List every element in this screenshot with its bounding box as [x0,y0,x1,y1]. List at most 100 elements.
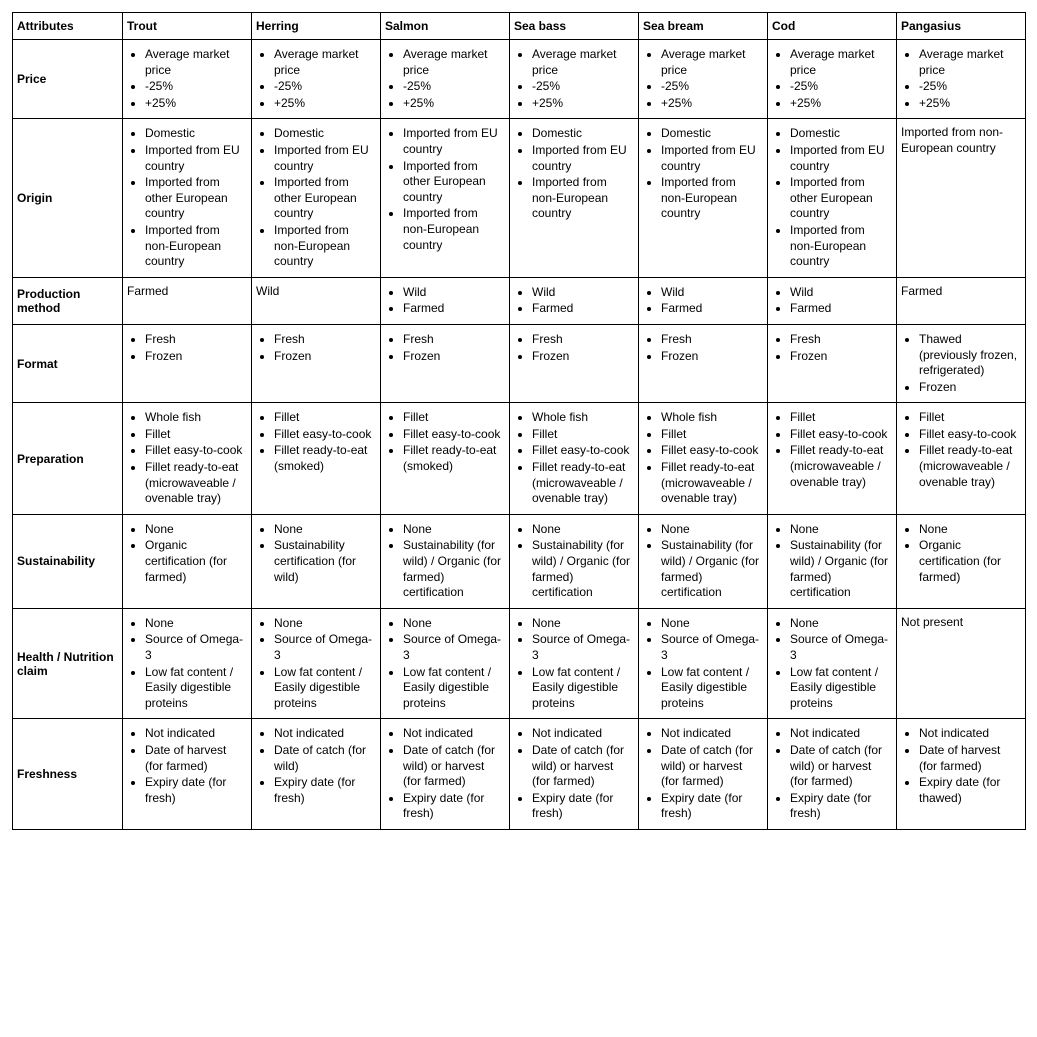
header-fish: Cod [768,13,897,40]
attribute-label: Preparation [13,403,123,515]
table-cell: NoneSustainability (for wild) / Organic … [768,514,897,608]
table-cell: Not indicatedDate of harvest (for farmed… [123,719,252,830]
attribute-label: Format [13,324,123,402]
list-item: Expiry date (for fresh) [274,775,376,806]
header-fish: Trout [123,13,252,40]
list-item: Fillet [274,410,376,426]
list-item: Average market price [145,47,247,78]
attribute-label: Freshness [13,719,123,830]
list-item: Fillet ready-to-eat (microwaveable / ove… [919,443,1021,490]
list-item: Imported from other European country [274,175,376,222]
list-item: -25% [403,79,505,95]
list-item: Average market price [661,47,763,78]
list-item: Whole fish [661,410,763,426]
list-item: Not indicated [532,726,634,742]
cell-list: WildFarmed [643,285,763,317]
list-item: Fresh [661,332,763,348]
table-cell: NoneSource of Omega-3Low fat content / E… [639,608,768,719]
table-cell: DomesticImported from EU countryImported… [510,119,639,277]
list-item: Not indicated [661,726,763,742]
table-cell: FilletFillet easy-to-cookFillet ready-to… [252,403,381,515]
list-item: Organic certification (for farmed) [919,538,1021,585]
table-cell: Imported from non-European country [897,119,1026,277]
cell-list: FreshFrozen [772,332,892,364]
table-row: SustainabilityNoneOrganic certification … [13,514,1026,608]
list-item: Fillet easy-to-cook [661,443,763,459]
list-item: Fresh [145,332,247,348]
list-item: Farmed [661,301,763,317]
cell-list: NoneSource of Omega-3Low fat content / E… [643,616,763,712]
table-cell: Imported from EU countryImported from ot… [381,119,510,277]
list-item: Low fat content / Easily digestible prot… [790,665,892,712]
list-item: Farmed [532,301,634,317]
cell-list: FreshFrozen [514,332,634,364]
list-item: None [274,616,376,632]
cell-text: Imported from non-European country [901,125,1003,155]
list-item: Source of Omega-3 [403,632,505,663]
list-item: Thawed (previously frozen, refrigerated) [919,332,1021,379]
cell-list: FreshFrozen [256,332,376,364]
table-cell: NoneSource of Omega-3Low fat content / E… [123,608,252,719]
list-item: Sustainability (for wild) / Organic (for… [532,538,634,600]
list-item: Fillet ready-to-eat (microwaveable / ove… [532,460,634,507]
list-item: None [145,522,247,538]
list-item: +25% [403,96,505,112]
cell-list: NoneSustainability certification (for wi… [256,522,376,585]
table-cell: NoneSource of Omega-3Low fat content / E… [381,608,510,719]
cell-list: NoneSource of Omega-3Low fat content / E… [514,616,634,712]
list-item: Low fat content / Easily digestible prot… [532,665,634,712]
table-cell: NoneOrganic certification (for farmed) [123,514,252,608]
list-item: Expiry date (for fresh) [661,791,763,822]
cell-list: FreshFrozen [127,332,247,364]
list-item: -25% [661,79,763,95]
list-item: Fillet easy-to-cook [145,443,247,459]
list-item: Frozen [145,349,247,365]
list-item: Expiry date (for fresh) [145,775,247,806]
list-item: Expiry date (for fresh) [403,791,505,822]
list-item: Source of Omega-3 [790,632,892,663]
list-item: Date of catch (for wild) or harvest (for… [532,743,634,790]
table-cell: NoneSource of Omega-3Low fat content / E… [768,608,897,719]
list-item: Wild [403,285,505,301]
table-cell: NoneSource of Omega-3Low fat content / E… [252,608,381,719]
cell-list: Average market price-25%+25% [514,47,634,111]
list-item: Date of catch (for wild) or harvest (for… [661,743,763,790]
list-item: -25% [919,79,1021,95]
table-cell: Not indicatedDate of catch (for wild)Exp… [252,719,381,830]
list-item: Source of Omega-3 [532,632,634,663]
list-item: None [790,522,892,538]
cell-list: DomesticImported from EU countryImported… [127,126,247,269]
attribute-label: Sustainability [13,514,123,608]
table-cell: Farmed [897,277,1026,324]
cell-text: Farmed [901,284,942,298]
cell-list: Imported from EU countryImported from ot… [385,126,505,253]
list-item: Fillet [532,427,634,443]
list-item: Fillet [919,410,1021,426]
list-item: Imported from other European country [145,175,247,222]
list-item: Fillet easy-to-cook [274,427,376,443]
list-item: Imported from EU country [790,143,892,174]
cell-list: Not indicatedDate of catch (for wild) or… [514,726,634,822]
header-fish: Sea bream [639,13,768,40]
cell-list: FilletFillet easy-to-cookFillet ready-to… [772,410,892,490]
list-item: Fillet easy-to-cook [532,443,634,459]
list-item: Wild [532,285,634,301]
cell-list: DomesticImported from EU countryImported… [643,126,763,222]
table-cell: Average market price-25%+25% [639,40,768,119]
list-item: Fillet [790,410,892,426]
list-item: +25% [532,96,634,112]
attribute-label: Origin [13,119,123,277]
list-item: Fresh [532,332,634,348]
list-item: Fillet easy-to-cook [790,427,892,443]
list-item: Domestic [274,126,376,142]
list-item: Low fat content / Easily digestible prot… [403,665,505,712]
list-item: Not indicated [403,726,505,742]
attribute-label: Production method [13,277,123,324]
cell-list: Whole fishFilletFillet easy-to-cookFille… [127,410,247,507]
table-cell: DomesticImported from EU countryImported… [252,119,381,277]
cell-list: NoneSustainability (for wild) / Organic … [643,522,763,601]
list-item: Fillet easy-to-cook [919,427,1021,443]
table-cell: NoneSustainability (for wild) / Organic … [381,514,510,608]
list-item: Not indicated [919,726,1021,742]
cell-list: NoneSource of Omega-3Low fat content / E… [772,616,892,712]
